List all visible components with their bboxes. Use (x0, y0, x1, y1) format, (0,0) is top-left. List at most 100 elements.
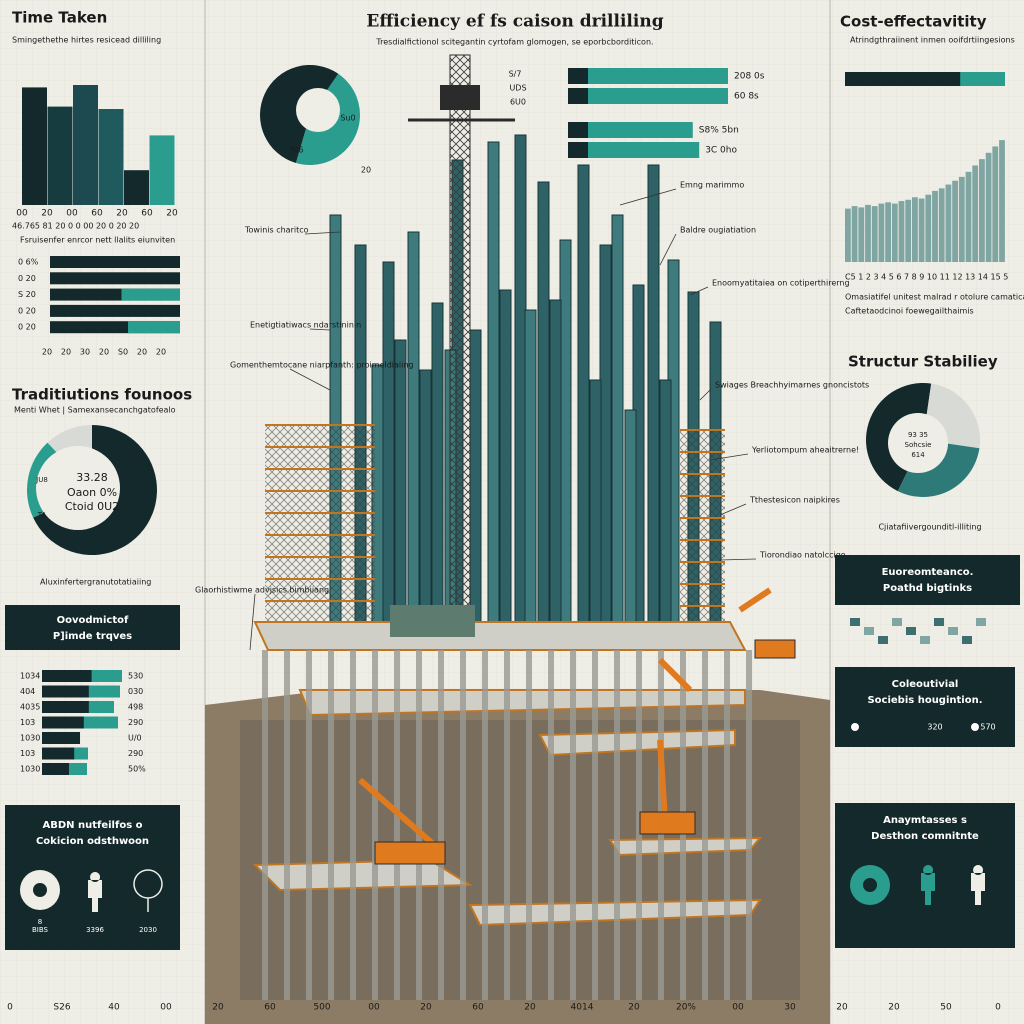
notice-text: Euoreomteanco. (882, 567, 974, 578)
page-subtitle: Tresdialfictionol scitegantin cyrtofam g… (375, 38, 653, 47)
icon-label: 2030 (139, 926, 157, 934)
row-label: 1034 (20, 672, 40, 681)
annotation: Enetigtiatiwacs ndarstininin (250, 321, 361, 330)
excavator-arm (657, 739, 668, 821)
donut-label: 614 (911, 451, 925, 459)
notice-box (835, 667, 1015, 747)
annotation: Towinis charitco (244, 226, 309, 235)
leader-line (689, 286, 709, 296)
annotation: Enoomyatitaiea on cotiperthirerng (712, 279, 850, 288)
caisson-column (549, 299, 562, 641)
caisson-column (611, 214, 624, 641)
excavation (240, 720, 800, 1000)
notice-text: ABDN nutfeilfos o (42, 820, 142, 831)
tick-label: 60 (264, 1003, 276, 1013)
donut-hole (888, 413, 948, 473)
leader-line (304, 231, 341, 235)
bar-share (88, 701, 114, 713)
row-label: 4035 (20, 703, 40, 712)
icon (88, 872, 102, 912)
leader-line (709, 453, 749, 461)
tick-label: 20 (212, 1003, 224, 1013)
row-label: 0 20 (18, 274, 36, 283)
row-value: 498 (128, 703, 143, 712)
bar (568, 88, 728, 104)
row-value: 290 (128, 718, 143, 727)
tick-label: 20% (676, 1003, 696, 1013)
caisson-column (514, 134, 527, 641)
crane-mast (449, 54, 471, 636)
caisson-column (407, 231, 420, 641)
callout: S/7 (509, 70, 522, 79)
caisson-column (487, 141, 500, 641)
panel-title: Traditiutions founoos (12, 386, 192, 404)
row-value: 530 (128, 672, 143, 681)
panel-title: Structur Stabiliey (848, 353, 998, 371)
tick-label: C5 1 2 3 4 5 6 7 8 9 10 11 12 13 14 15 5 (845, 273, 1008, 282)
caisson-column (659, 379, 672, 641)
caisson-column (599, 244, 612, 641)
annotation: Tiorondiao natolccigo (759, 551, 846, 560)
tick-label: 20 (156, 348, 166, 357)
tick-label: 20 (524, 1003, 536, 1013)
leader-line (309, 328, 331, 331)
dot-label: 570 (980, 723, 995, 732)
column (992, 146, 999, 262)
callout: UDS (509, 84, 526, 93)
donut-hole (296, 88, 340, 132)
row-label: 0 20 (18, 306, 36, 315)
icon (863, 878, 877, 892)
donut-label: 20 (361, 166, 371, 175)
tick-label: 20 (628, 1003, 640, 1013)
row-value: U/0 (128, 734, 142, 743)
icon (133, 869, 163, 912)
column (985, 152, 992, 262)
column (958, 176, 965, 262)
column (865, 204, 871, 262)
dot (851, 723, 859, 731)
mini-block (850, 618, 860, 626)
caisson-column (419, 369, 432, 641)
bar-share (88, 685, 120, 698)
bar-share (69, 763, 87, 775)
tick-label: 20 (137, 348, 147, 357)
callout: 6U0 (510, 98, 526, 107)
bar (568, 142, 700, 158)
notice-text: Oovodmictof (57, 615, 129, 626)
annotation: Baldre ougiatiation (680, 226, 756, 235)
column (932, 190, 938, 262)
annotation: Gomenthemtocane niarpfanth: proimeldiaii… (230, 361, 414, 370)
caisson-column (382, 261, 395, 641)
excavator-body (639, 811, 696, 835)
tick-label: 00 (732, 1003, 744, 1013)
excavator-arm (657, 657, 693, 693)
bar-track (50, 272, 180, 285)
mini-block (948, 627, 958, 635)
excavator-arm (358, 777, 442, 853)
bar-label: 208 0s (734, 72, 765, 82)
column (885, 202, 891, 262)
icon-label: 8 (38, 918, 42, 926)
leader-line (719, 558, 757, 561)
bar (124, 170, 149, 205)
leader-line (619, 188, 677, 206)
column (918, 198, 925, 262)
donut-label: JU8 (35, 476, 48, 484)
leader-line (659, 233, 677, 266)
column (871, 206, 878, 262)
notice-text: Cokicion odsthwoon (36, 836, 149, 847)
bar-label: S8% 5bn (699, 126, 739, 136)
row-value: 030 (128, 687, 143, 696)
donut-label: Ctoid 0U2 (65, 500, 119, 513)
column (905, 199, 912, 262)
tick-label: 60 (91, 209, 103, 219)
bar-label: 60 8s (734, 92, 759, 102)
notice-text: Desthon comnitnte (871, 831, 979, 842)
column (891, 203, 898, 262)
bar-share (74, 747, 88, 760)
row-label: 1030 (20, 734, 40, 743)
notice-text: Coleoutivial (892, 679, 959, 690)
column (972, 165, 979, 262)
column (858, 207, 865, 262)
bar (568, 68, 728, 84)
